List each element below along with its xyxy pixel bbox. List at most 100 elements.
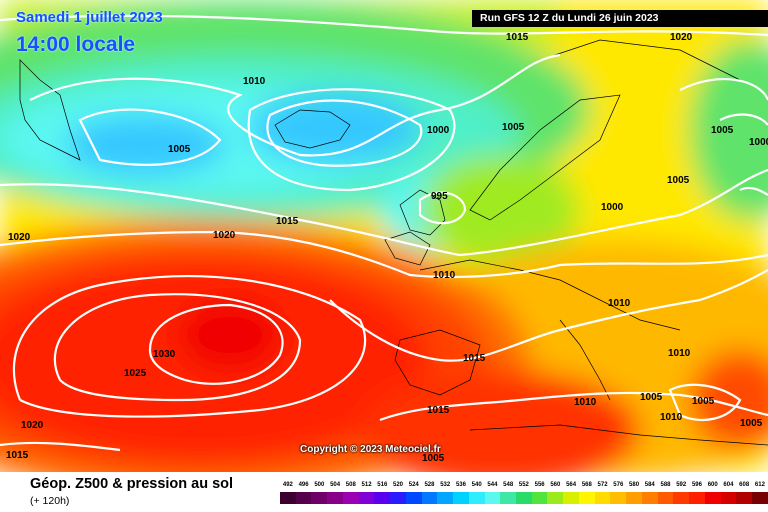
copyright-notice: Copyright © 2023 Meteociel.fr xyxy=(300,444,441,455)
scale-value-label: 528 xyxy=(424,482,435,488)
forecast-time: 14:00 locale xyxy=(16,33,136,56)
isobar-label: 1030 xyxy=(153,349,176,360)
forecast-map: 1015 1020 1010 1005 1000 1005 1005 1000 … xyxy=(0,0,768,472)
scale-swatch xyxy=(516,492,532,504)
scale-value-label: 584 xyxy=(644,482,655,488)
scale-value-label: 516 xyxy=(377,482,388,488)
scale-value-label: 564 xyxy=(566,482,577,488)
isobar-label: 1010 xyxy=(608,298,631,309)
isobar-label: 1005 xyxy=(667,175,690,186)
scale-swatch xyxy=(626,492,642,504)
scale-swatch xyxy=(736,492,753,504)
scale-value-label: 568 xyxy=(581,482,592,488)
product-title: Géop. Z500 & pression au sol xyxy=(30,476,234,492)
scale-swatch xyxy=(295,492,312,504)
scale-swatch xyxy=(453,492,469,504)
scale-swatch xyxy=(342,492,359,504)
run-info-banner: Run GFS 12 Z du Lundi 26 juin 2023 xyxy=(472,10,768,27)
scale-swatch xyxy=(610,492,627,504)
scale-swatch xyxy=(594,492,611,504)
isobar-label: 1005 xyxy=(711,125,734,136)
isobar-label: 1015 xyxy=(6,450,29,461)
scale-value-label: 520 xyxy=(393,482,404,488)
scale-value-label: 552 xyxy=(518,482,529,488)
isobar-label: 1010 xyxy=(574,397,597,408)
forecast-date: Samedi 1 juillet 2023 xyxy=(16,9,163,26)
scale-swatch xyxy=(390,492,406,504)
scale-value-label: 512 xyxy=(361,482,372,488)
scale-swatch xyxy=(374,492,391,504)
isobar-label: 1005 xyxy=(740,418,763,429)
geopotential-field xyxy=(0,0,768,472)
scale-value-label: 608 xyxy=(739,482,750,488)
scale-swatch xyxy=(280,492,296,504)
scale-value-label: 600 xyxy=(707,482,718,488)
scale-swatch xyxy=(673,492,690,504)
scale-value-label: 588 xyxy=(660,482,671,488)
isobar-label: 1015 xyxy=(463,353,486,364)
scale-value-label: 544 xyxy=(487,482,498,488)
scale-swatch xyxy=(531,492,548,504)
isobar-label: 1000 xyxy=(601,202,624,213)
scale-value-label: 508 xyxy=(345,482,356,488)
scale-swatch xyxy=(689,492,705,504)
scale-value-label: 548 xyxy=(503,482,514,488)
isobar-label: 1010 xyxy=(660,412,683,423)
scale-value-label: 596 xyxy=(691,482,702,488)
forecast-lead-time: (+ 120h) xyxy=(30,495,70,507)
scale-value-label: 580 xyxy=(629,482,640,488)
scale-swatch xyxy=(704,492,721,504)
isobar-label: 1025 xyxy=(124,368,147,379)
isobar-label: 1020 xyxy=(213,230,236,241)
isobar-label: 1020 xyxy=(8,232,31,243)
isobar-label: 1015 xyxy=(276,216,299,227)
scale-swatch xyxy=(547,492,564,504)
scale-swatch xyxy=(752,492,768,504)
scale-swatch xyxy=(421,492,438,504)
scale-swatch xyxy=(468,492,485,504)
isobar-label: 1000 xyxy=(427,125,450,136)
scale-value-label: 560 xyxy=(550,482,561,488)
isobar-label: 1005 xyxy=(502,122,525,133)
scale-value-label: 612 xyxy=(754,482,765,488)
scale-swatch xyxy=(500,492,517,504)
coastlines xyxy=(19,39,768,446)
scale-swatch xyxy=(327,492,343,504)
scale-value-label: 540 xyxy=(471,482,482,488)
isobar-label: 1005 xyxy=(640,392,663,403)
scale-swatch xyxy=(720,492,737,504)
color-scale-swatches xyxy=(280,492,768,504)
scale-value-label: 576 xyxy=(613,482,624,488)
scale-swatch xyxy=(657,492,674,504)
scale-value-label: 572 xyxy=(597,482,608,488)
scale-swatch xyxy=(311,492,328,504)
isobar-label: 1005 xyxy=(422,453,445,464)
isobar-label: 1010 xyxy=(668,348,691,359)
scale-swatch xyxy=(405,492,422,504)
scale-value-label: 532 xyxy=(440,482,451,488)
scale-value-label: 496 xyxy=(298,482,309,488)
scale-value-label: 536 xyxy=(455,482,466,488)
isobars xyxy=(0,14,768,452)
scale-swatch xyxy=(484,492,501,504)
scale-swatch xyxy=(358,492,375,504)
isobar-label: 1020 xyxy=(21,420,44,431)
scale-value-label: 604 xyxy=(723,482,734,488)
scale-value-label: 492 xyxy=(282,482,293,488)
isobar-label: 1005 xyxy=(168,144,191,155)
isobar-label: 1015 xyxy=(506,32,529,43)
isobar-label: 1010 xyxy=(433,270,456,281)
scale-value-label: 556 xyxy=(534,482,545,488)
scale-swatch xyxy=(641,492,658,504)
isobar-label: 1015 xyxy=(427,405,450,416)
isobar-label: 1000 xyxy=(749,137,768,148)
scale-swatch xyxy=(437,492,454,504)
scale-value-label: 500 xyxy=(314,482,325,488)
isobar-labels: 1015 1020 1010 1005 1000 1005 1005 1000 … xyxy=(6,32,768,464)
scale-value-label: 592 xyxy=(676,482,687,488)
legend-bar: Géop. Z500 & pression au sol (+ 120h) 49… xyxy=(0,472,768,512)
color-scale-labels: 492 496 500 504 508 512 516 520 524 528 532 536 540 5… xyxy=(280,480,768,490)
isobar-label: 1005 xyxy=(692,396,715,407)
scale-swatch xyxy=(563,492,579,504)
